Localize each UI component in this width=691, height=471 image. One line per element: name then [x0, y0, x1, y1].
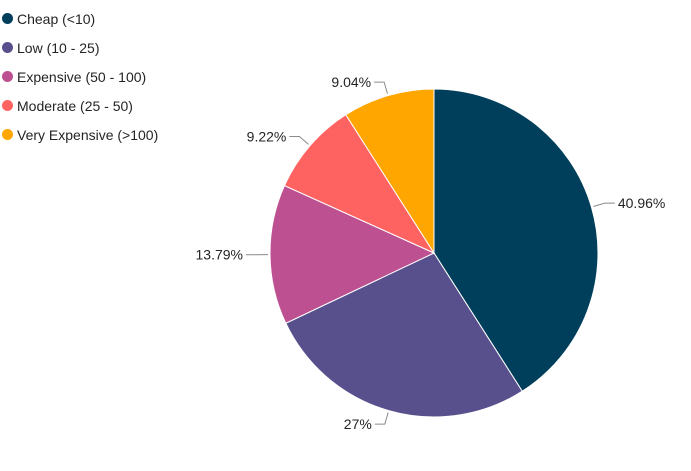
- legend-label-moderate: Moderate (25 - 50): [17, 97, 133, 114]
- data-labels: 40.96% 27% 13.79% 9.22% 9.04%: [196, 74, 666, 432]
- legend-label-expensive: Expensive (50 - 100): [17, 68, 147, 85]
- legend-label-very-expensive: Very Expensive (>100): [17, 126, 159, 143]
- legend-item-very-expensive[interactable]: Very Expensive (>100): [2, 120, 158, 149]
- legend-item-low[interactable]: Low (10 - 25): [2, 33, 158, 62]
- legend-item-cheap[interactable]: Cheap (<10): [2, 4, 158, 33]
- leader-line-moderate-25-50: [289, 136, 309, 145]
- leader-line-low-10-25: [374, 412, 389, 425]
- pie-slice-moderate-25-50[interactable]: [283, 114, 436, 255]
- data-label-moderate-25-50: 9.22%: [247, 129, 287, 145]
- legend-swatch-cheap: [2, 13, 13, 24]
- legend-swatch-very-expensive: [2, 129, 13, 140]
- pie-slices: [269, 88, 599, 418]
- pie-slice-expensive-50-100[interactable]: [269, 184, 436, 324]
- legend-swatch-expensive: [2, 71, 13, 82]
- pie-slice-very-expensive-100[interactable]: [345, 88, 435, 255]
- leader-line-cheap-10: [593, 202, 615, 207]
- leader-line-very-expensive-100: [374, 81, 388, 94]
- pie-slice-low-10-25[interactable]: [285, 252, 523, 418]
- legend-label-low: Low (10 - 25): [17, 39, 100, 56]
- data-label-low-10-25: 27%: [344, 416, 372, 432]
- leader-lines: [246, 81, 615, 425]
- legend-item-moderate[interactable]: Moderate (25 - 50): [2, 91, 158, 120]
- legend-swatch-low: [2, 42, 13, 53]
- data-label-expensive-50-100: 13.79%: [196, 247, 243, 263]
- data-label-very-expensive-100: 9.04%: [331, 74, 371, 90]
- legend-item-expensive[interactable]: Expensive (50 - 100): [2, 62, 158, 91]
- legend-label-cheap: Cheap (<10): [17, 10, 96, 27]
- chart-legend: Cheap (<10) Low (10 - 25) Expensive (50 …: [2, 4, 158, 149]
- pie-slice-cheap-10[interactable]: [433, 88, 599, 392]
- data-label-cheap-10: 40.96%: [618, 195, 665, 211]
- legend-swatch-moderate: [2, 100, 13, 111]
